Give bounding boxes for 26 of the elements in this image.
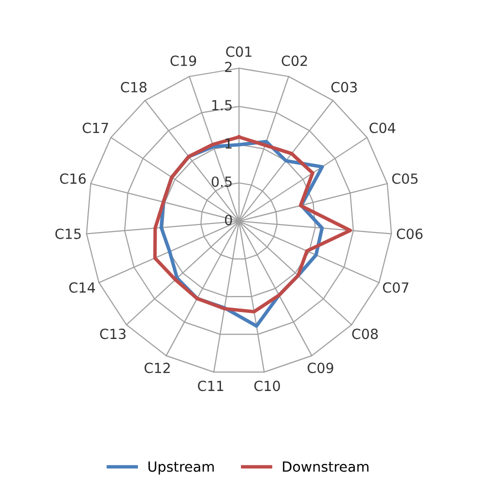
spoke-label: C01 [226,46,252,57]
spoke-label: C07 [382,282,408,293]
spoke-label: C16 [60,173,86,184]
spoke-label: C10 [254,380,280,392]
spoke-label: C02 [282,56,307,66]
spoke-label: C03 [331,82,357,92]
spoke-label: C08 [352,328,378,340]
spoke-label: C04 [370,122,396,134]
legend-label: Upstream [148,462,214,475]
spoke-label: C06 [396,228,423,240]
spoke-label: C09 [308,362,334,374]
spoke-label: C14 [69,282,96,293]
spoke-label: C17 [82,122,108,134]
spoke-label: C12 [144,362,170,374]
y-tick-label: 1.5 [212,100,232,110]
spoke-label: C18 [120,82,147,92]
spoke-label: C15 [55,228,81,240]
spoke-label: C19 [170,56,196,66]
legend-label: Downstream [282,462,368,472]
y-tick-label: 2 [225,62,232,72]
spoke-label: C13 [100,328,126,340]
y-tick-label: 1 [226,138,232,149]
y-tick-label: 0 [224,214,232,226]
spoke-label: C11 [198,380,224,392]
y-tick-label: 0.5 [212,176,232,187]
spoke-label: C05 [392,173,418,184]
